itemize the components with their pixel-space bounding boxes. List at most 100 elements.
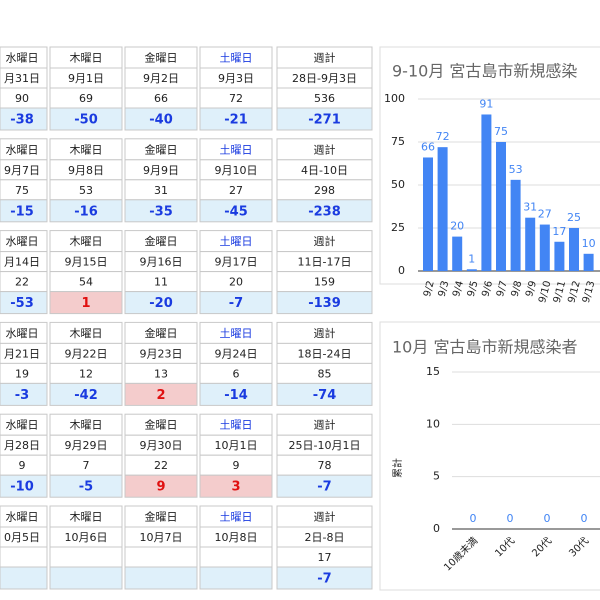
cell: [49, 107, 123, 131]
count-cell: 72: [229, 92, 243, 105]
bar: [466, 269, 477, 271]
header-cell: 週計: [314, 326, 336, 340]
y-tick-label: 75: [391, 135, 405, 148]
cell: [49, 291, 123, 315]
chart-title: 10月 宮古島市新規感染者: [392, 338, 577, 357]
date-cell: 9月1日: [68, 72, 104, 85]
cell: [276, 566, 373, 590]
date-cell: 10月1日: [215, 439, 258, 452]
cell: [199, 107, 273, 131]
cell: [124, 566, 198, 590]
data-label: 0: [544, 512, 551, 525]
data-label: 10: [582, 237, 596, 250]
cell: [124, 474, 198, 498]
bar: [554, 241, 565, 271]
diff-cell: -20: [149, 296, 173, 311]
count-cell: 13: [154, 367, 168, 380]
count-cell: 9: [19, 459, 26, 472]
date-cell: 25日-10月1日: [289, 439, 361, 452]
header-cell: 木曜日: [70, 419, 103, 432]
date-cell: 9月10日: [215, 164, 258, 177]
bar: [510, 179, 521, 271]
data-label: 53: [509, 163, 523, 176]
date-cell: 9月23日: [140, 347, 183, 360]
cell: [124, 199, 198, 223]
data-label: 1: [468, 252, 475, 265]
diff-cell: -42: [74, 388, 98, 403]
count-cell: 17: [318, 551, 332, 564]
date-cell: 11日-17日: [298, 256, 352, 269]
count-cell: 19: [15, 367, 29, 380]
diff-cell: -35: [149, 204, 173, 219]
cell: [0, 107, 48, 131]
diff-cell: 9: [156, 480, 165, 495]
header-cell: 木曜日: [70, 327, 103, 340]
bar: [525, 217, 536, 271]
data-label: 27: [538, 208, 552, 221]
x-tick-label: 9/8: [510, 280, 525, 298]
header-cell: 週計: [314, 51, 336, 65]
cell: [276, 291, 373, 315]
bar: [569, 228, 579, 271]
y-tick-label: 25: [391, 221, 405, 234]
header-cell: 週計: [314, 234, 336, 248]
header-cell: 週計: [314, 510, 336, 524]
header-cell: 木曜日: [70, 235, 103, 248]
header-cell: 木曜日: [70, 52, 103, 65]
header-cell: 土曜日: [220, 511, 253, 524]
date-cell: 9月7日: [4, 164, 40, 177]
cell: [49, 474, 123, 498]
y-tick-label: 5: [433, 470, 440, 483]
count-cell: 536: [314, 92, 335, 105]
diff-cell: -45: [224, 204, 248, 219]
diff-cell: -238: [308, 204, 341, 219]
x-tick-label: 9/7: [495, 280, 510, 298]
diff-cell: -7: [317, 480, 331, 495]
data-label: 75: [494, 125, 508, 138]
bar: [423, 157, 433, 271]
header-cell: 土曜日: [220, 235, 253, 248]
header-cell: 木曜日: [70, 511, 103, 524]
header-cell: 土曜日: [220, 327, 253, 340]
count-cell: 9: [233, 459, 240, 472]
cell: [199, 382, 273, 406]
header-cell: 木曜日: [70, 143, 103, 156]
header-cell: 金曜日: [145, 142, 178, 156]
bar: [496, 142, 506, 271]
chart-title: 9-10月 宮古島市新規感染: [392, 62, 577, 81]
date-cell: 2日-8日: [305, 531, 345, 544]
header-cell: 金曜日: [145, 326, 178, 340]
count-cell: 85: [318, 367, 332, 380]
date-cell: 4日-10日: [301, 164, 348, 177]
header-cell: 土曜日: [220, 52, 253, 65]
date-cell: 9月17日: [215, 256, 258, 269]
cell: [49, 382, 123, 406]
diff-cell: -21: [224, 113, 248, 128]
date-cell: 月21日: [4, 347, 40, 360]
y-tick-label: 0: [398, 264, 405, 277]
bar: [583, 253, 594, 271]
date-cell: 28日-9月3日: [292, 72, 357, 85]
count-cell: 22: [154, 459, 168, 472]
count-cell: 22: [15, 276, 29, 289]
cell: [199, 546, 273, 568]
cell: [0, 291, 48, 315]
cell: [124, 382, 198, 406]
date-cell: 9月8日: [68, 164, 104, 177]
count-cell: 6: [233, 367, 240, 380]
diff-cell: -271: [308, 113, 341, 128]
count-cell: 78: [318, 459, 332, 472]
header-cell: 水曜日: [6, 419, 39, 432]
header-cell: 水曜日: [6, 52, 39, 65]
header-cell: 金曜日: [145, 51, 178, 65]
cell: [0, 566, 48, 590]
cell: [0, 474, 48, 498]
cell: [124, 546, 198, 568]
cell: [199, 199, 273, 223]
diff-cell: -50: [74, 113, 98, 128]
x-tick-label: 9/5: [466, 280, 481, 298]
diff-cell: -5: [79, 480, 93, 495]
bar: [481, 114, 492, 271]
y-tick-label: 0: [433, 522, 440, 535]
